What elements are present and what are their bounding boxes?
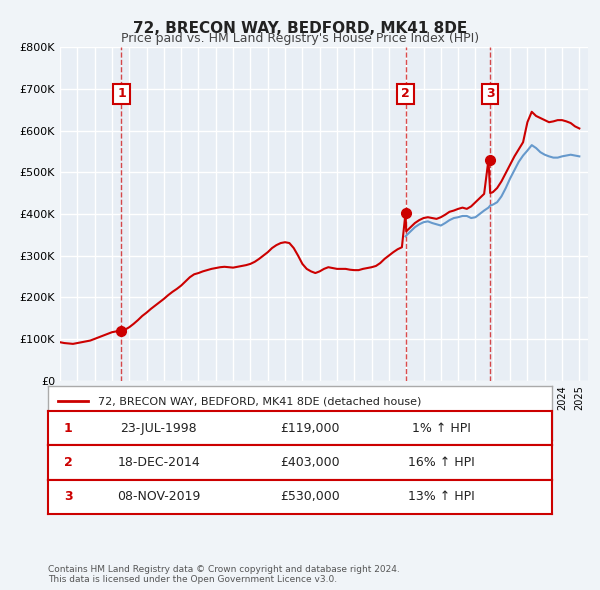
Text: 2: 2 [64,456,73,469]
Text: 16% ↑ HPI: 16% ↑ HPI [408,456,475,469]
Text: 23-JUL-1998: 23-JUL-1998 [121,422,197,435]
Text: 3: 3 [486,87,494,100]
Text: 72, BRECON WAY, BEDFORD, MK41 8DE: 72, BRECON WAY, BEDFORD, MK41 8DE [133,21,467,35]
Text: 2: 2 [401,87,410,100]
Text: £403,000: £403,000 [280,456,340,469]
Text: HPI: Average price, detached house, Bedford: HPI: Average price, detached house, Bedf… [98,419,349,430]
Text: £119,000: £119,000 [280,422,340,435]
Text: 1% ↑ HPI: 1% ↑ HPI [412,422,470,435]
Text: 18-DEC-2014: 18-DEC-2014 [118,456,200,469]
Text: 1: 1 [117,87,126,100]
Text: 1: 1 [64,422,73,435]
Text: 08-NOV-2019: 08-NOV-2019 [117,490,200,503]
Text: Price paid vs. HM Land Registry's House Price Index (HPI): Price paid vs. HM Land Registry's House … [121,32,479,45]
Text: 3: 3 [64,490,73,503]
Text: 13% ↑ HPI: 13% ↑ HPI [408,490,475,503]
Text: Contains HM Land Registry data © Crown copyright and database right 2024.
This d: Contains HM Land Registry data © Crown c… [48,565,400,584]
Text: £530,000: £530,000 [280,490,340,503]
Text: 72, BRECON WAY, BEDFORD, MK41 8DE (detached house): 72, BRECON WAY, BEDFORD, MK41 8DE (detac… [98,396,422,407]
